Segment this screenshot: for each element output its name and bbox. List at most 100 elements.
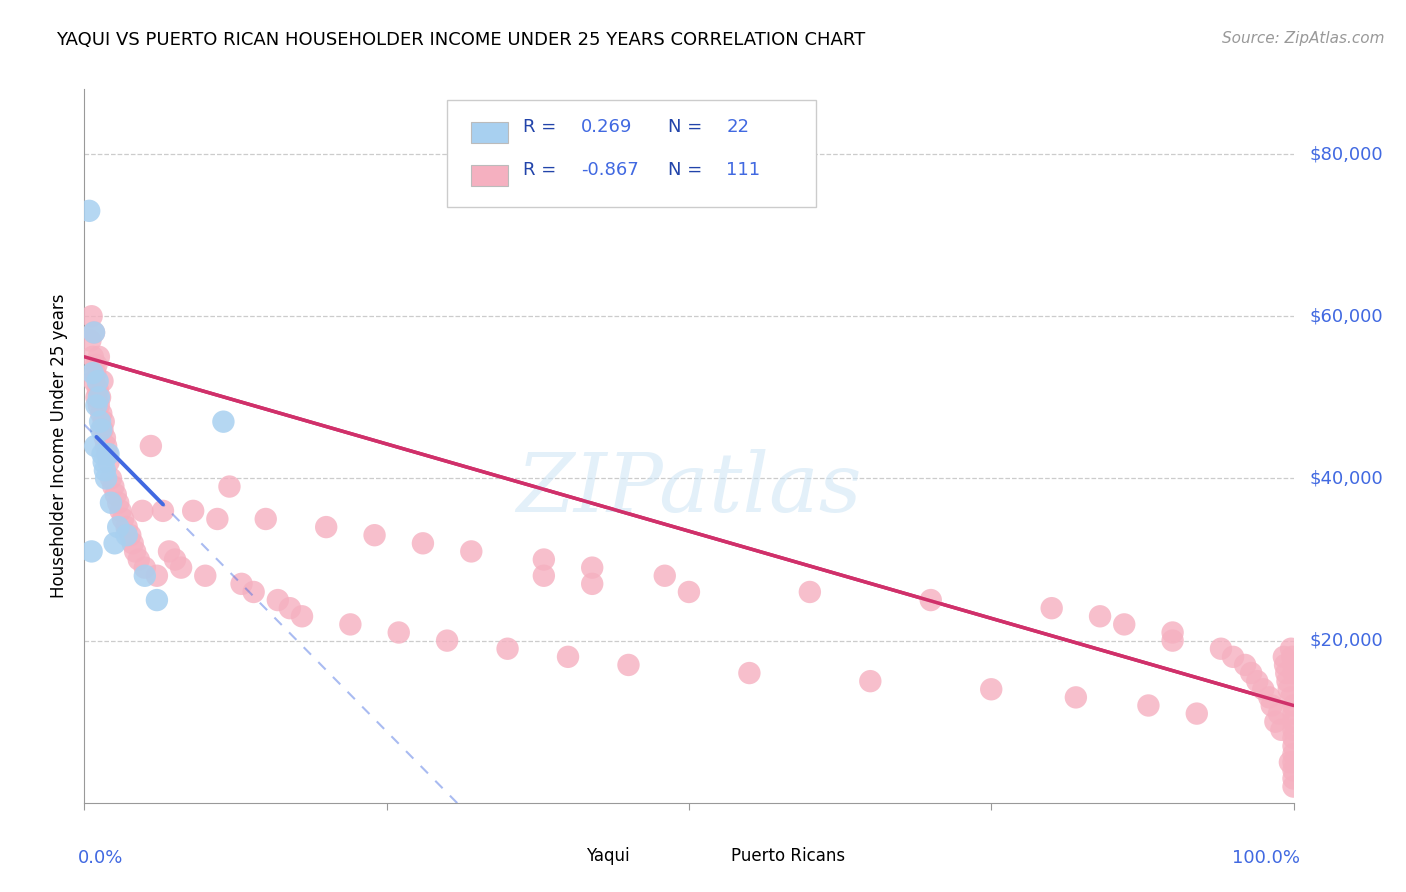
Point [1114,617,1136,632]
Point [267,593,290,607]
Point [254,512,277,526]
Point [146,568,169,582]
Point [152,504,174,518]
Point [1282,764,1305,778]
Bar [471,122,508,144]
Point [94,463,117,477]
Text: $40,000: $40,000 [1309,469,1384,487]
Text: $60,000: $60,000 [1309,307,1384,326]
Point [94,471,117,485]
Point [799,585,821,599]
Point [1282,698,1305,713]
Point [86,390,108,404]
Point [120,528,142,542]
Point [1282,756,1305,770]
Point [134,568,156,582]
Point [82,366,104,380]
Point [1278,756,1301,770]
Point [738,666,761,681]
Point [87,399,110,413]
Point [1185,706,1208,721]
Text: Source: ZipAtlas.com: Source: ZipAtlas.com [1222,31,1385,46]
Point [121,536,143,550]
Point [134,560,156,574]
Point [181,504,204,518]
Point [107,520,129,534]
Point [291,609,314,624]
Point [1282,657,1305,672]
Point [533,552,555,566]
Point [436,633,458,648]
Point [859,674,882,689]
Point [315,520,337,534]
Point [1279,641,1302,656]
Point [1282,714,1305,729]
Point [1234,657,1257,672]
Point [1137,698,1160,713]
Point [82,350,104,364]
Point [146,593,169,607]
Point [86,374,108,388]
Text: N =: N = [668,161,709,178]
Point [920,593,942,607]
Point [1064,690,1087,705]
Point [90,407,112,421]
Point [87,390,110,404]
Point [1268,706,1291,721]
Point [581,577,603,591]
Point [278,601,301,615]
Point [1161,633,1184,648]
Point [104,488,127,502]
Point [654,568,676,582]
Point [93,415,115,429]
Text: $20,000: $20,000 [1309,632,1384,649]
Point [1088,609,1111,624]
Text: 0.269: 0.269 [581,118,633,136]
Point [1279,690,1302,705]
Text: -0.867: -0.867 [581,161,640,178]
Point [1240,666,1263,681]
Point [557,649,579,664]
Point [1264,714,1286,729]
Text: Yaqui: Yaqui [586,847,630,865]
Point [1222,649,1244,664]
Point [83,374,105,388]
Point [97,455,120,469]
Bar [550,840,576,858]
Point [94,439,117,453]
Point [617,657,640,672]
Point [1282,731,1305,745]
Point [1282,739,1305,753]
Point [1246,674,1268,689]
Point [1281,649,1303,664]
Text: ZIPatlas: ZIPatlas [516,449,862,529]
Point [87,350,110,364]
Point [112,512,135,526]
Text: R =: R = [523,161,562,178]
Point [533,568,555,582]
Point [104,536,127,550]
Point [79,334,101,348]
Point [86,382,108,396]
Point [124,544,146,558]
Point [678,585,700,599]
Point [1209,641,1232,656]
Point [86,399,108,413]
Point [84,439,107,453]
Point [100,496,122,510]
Point [363,528,385,542]
Point [980,682,1002,697]
Point [1275,666,1298,681]
Point [91,447,114,461]
Text: 100.0%: 100.0% [1232,849,1299,867]
Point [1277,674,1299,689]
Point [1040,601,1063,615]
Bar [695,840,721,858]
Point [86,358,108,372]
Point [89,415,111,429]
Point [1282,772,1305,786]
Point [460,544,482,558]
Point [91,374,114,388]
Point [80,310,103,324]
Point [97,447,120,461]
